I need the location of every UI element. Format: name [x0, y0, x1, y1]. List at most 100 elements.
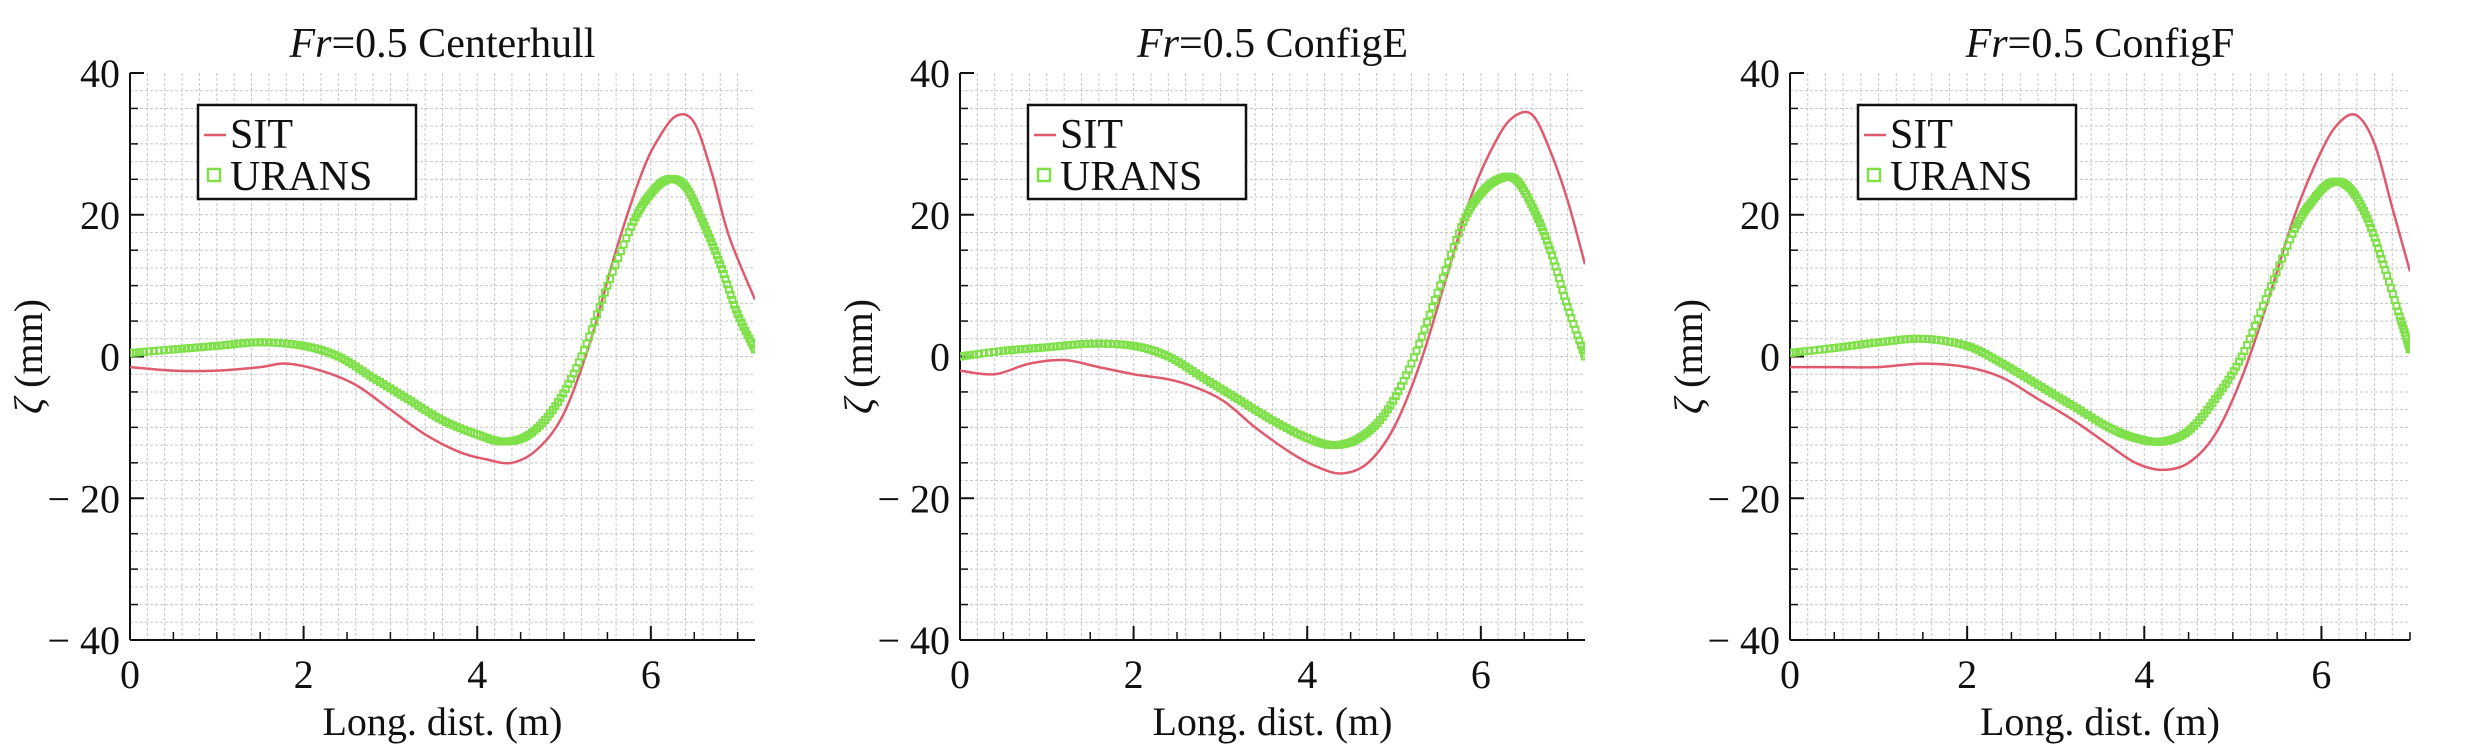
series-sit-line: [960, 110, 1585, 475]
urans-marker: [1820, 345, 1829, 354]
series-sit-line: [1790, 113, 2410, 472]
y-label-unit: (mm): [1666, 299, 1711, 398]
urans-marker: [1099, 339, 1108, 348]
urans-marker: [1905, 334, 1914, 343]
urans-marker: [243, 338, 252, 347]
urans-marker: [994, 347, 1003, 356]
urans-marker: [704, 229, 713, 238]
urans-marker: [1095, 339, 1104, 348]
urans-marker: [208, 342, 217, 351]
urans-marker: [999, 346, 1008, 355]
urans-marker: [1077, 340, 1086, 349]
urans-marker: [1042, 343, 1051, 352]
urans-marker: [265, 338, 274, 347]
chart-title-centerhull: Fr=0.5 Centerhull: [289, 21, 596, 67]
y-tick-label: 20: [1740, 193, 1780, 238]
urans-marker: [1428, 303, 1437, 312]
legend-urans-label: URANS: [230, 154, 372, 200]
urans-marker: [1415, 339, 1424, 348]
urans-marker: [2245, 334, 2254, 343]
urans-marker: [1852, 341, 1861, 350]
urans-marker: [1577, 341, 1585, 350]
urans-marker: [178, 344, 187, 353]
urans-marker: [191, 343, 200, 352]
urans-marker: [705, 233, 714, 242]
urans-marker: [590, 317, 599, 326]
urans-marker: [1830, 343, 1839, 352]
urans-marker: [1012, 345, 1021, 354]
series-urans: [130, 174, 755, 446]
urans-marker: [1534, 214, 1543, 223]
x-tick-label: 4: [1297, 652, 1317, 697]
urans-marker: [182, 344, 191, 353]
title-rest: =0.5 ConfigF: [2008, 21, 2235, 67]
y-tick-label: 40: [1740, 51, 1780, 96]
legend-sit-label: SIT: [1890, 112, 1953, 158]
x-axis-label: Long. dist. (m): [1980, 699, 2220, 744]
urans-marker: [269, 338, 278, 347]
urans-marker: [1541, 231, 1550, 240]
urans-marker: [1081, 339, 1090, 348]
urans-marker: [2363, 214, 2372, 223]
urans-marker: [1068, 340, 1077, 349]
urans-marker: [2386, 283, 2395, 292]
x-tick-label: 4: [467, 652, 487, 697]
urans-marker: [135, 348, 144, 357]
x-tick-label: 6: [2311, 652, 2331, 697]
y-tick-label: − 20: [1707, 476, 1780, 521]
y-tick-label: 0: [930, 335, 950, 380]
urans-marker: [733, 309, 742, 318]
legend-sit-label: SIT: [230, 112, 293, 158]
urans-marker: [1861, 339, 1870, 348]
legend-box: [1856, 103, 2078, 201]
urans-marker: [1047, 342, 1056, 351]
urans-marker: [611, 260, 620, 269]
urans-marker: [1865, 339, 1874, 348]
urans-marker: [199, 342, 208, 351]
urans-marker: [1121, 340, 1130, 349]
urans-marker: [2367, 223, 2376, 232]
urans-marker: [595, 303, 604, 312]
urans-marker: [2251, 321, 2259, 330]
urans-marker: [2385, 277, 2394, 286]
urans-marker: [287, 340, 296, 349]
urans-marker: [1918, 334, 1927, 343]
urans-marker: [1879, 337, 1887, 346]
y-axis-label: ζ (mm): [6, 299, 51, 414]
urans-marker: [1073, 340, 1082, 349]
urans-marker: [990, 347, 999, 356]
urans-marker: [1029, 344, 1038, 353]
y-label-symbol: ζ: [6, 395, 51, 414]
urans-marker: [1449, 243, 1458, 252]
urans-marker: [204, 342, 213, 351]
urans-marker: [1537, 223, 1546, 232]
urans-marker: [1796, 347, 1805, 356]
urans-marker: [195, 343, 204, 352]
urans-marker: [691, 201, 700, 210]
y-label-unit: (mm): [836, 299, 881, 398]
urans-marker: [1444, 258, 1453, 267]
urans-marker: [1420, 325, 1429, 334]
urans-marker: [1060, 341, 1069, 350]
grid-confige: [960, 73, 1585, 640]
urans-marker: [1544, 241, 1553, 250]
urans-marker: [1433, 288, 1442, 297]
grid-configf: [1790, 73, 2410, 640]
urans-marker: [256, 338, 265, 347]
urans-marker: [700, 221, 709, 230]
urans-marker: [598, 295, 607, 304]
urans-marker: [251, 338, 260, 347]
urans-marker: [2264, 288, 2273, 297]
urans-marker: [1051, 342, 1060, 351]
urans-marker: [693, 205, 702, 214]
urans-marker: [217, 341, 226, 350]
urans-marker: [1839, 342, 1848, 351]
urans-marker: [711, 246, 720, 255]
urans-marker: [1870, 338, 1879, 347]
x-tick-label: 2: [1124, 652, 1144, 697]
urans-marker: [1542, 236, 1551, 245]
urans-marker: [1579, 349, 1585, 358]
urans-marker: [1103, 339, 1112, 348]
urans-marker: [1575, 336, 1584, 345]
title-rest: =0.5 Centerhull: [332, 21, 596, 67]
